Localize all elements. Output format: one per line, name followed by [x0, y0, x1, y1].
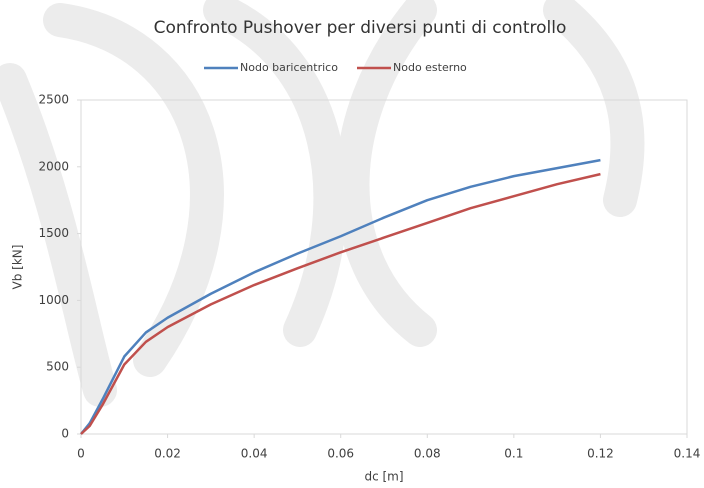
x-tick-label: 0.1	[504, 447, 523, 461]
y-tick-label: 2000	[38, 159, 69, 173]
y-tick-label: 2500	[38, 93, 69, 107]
x-tick-label: 0.12	[587, 447, 614, 461]
watermark-stroke	[43, 3, 224, 377]
y-tick-label: 0	[61, 427, 69, 441]
x-tick-label: 0.06	[327, 447, 354, 461]
watermark-stroke	[335, 0, 437, 347]
y-axis-label: Vb [kN]	[11, 245, 25, 290]
chart-title: Confronto Pushover per diversi punti di …	[154, 18, 567, 38]
y-tick-label: 1000	[38, 293, 69, 307]
x-tick-label: 0.02	[154, 447, 181, 461]
x-tick-label: 0.14	[674, 447, 701, 461]
watermark-stroke	[203, 0, 348, 347]
line-series	[80, 158, 601, 435]
watermark-stroke	[0, 63, 117, 407]
watermark	[0, 0, 645, 407]
x-tick-label: 0.08	[414, 447, 441, 461]
x-axis-label: dc [m]	[364, 470, 403, 484]
x-tick-label: 0.04	[241, 447, 268, 461]
plot-area	[80, 99, 688, 435]
y-tick-label: 500	[46, 360, 69, 374]
x-tick-label: 0	[77, 447, 85, 461]
y-tick-label: 1500	[38, 226, 69, 240]
watermark-stroke	[543, 0, 645, 217]
line-series	[80, 172, 601, 435]
legend-label: Nodo baricentrico	[240, 61, 338, 74]
legend-label: Nodo esterno	[393, 61, 467, 74]
